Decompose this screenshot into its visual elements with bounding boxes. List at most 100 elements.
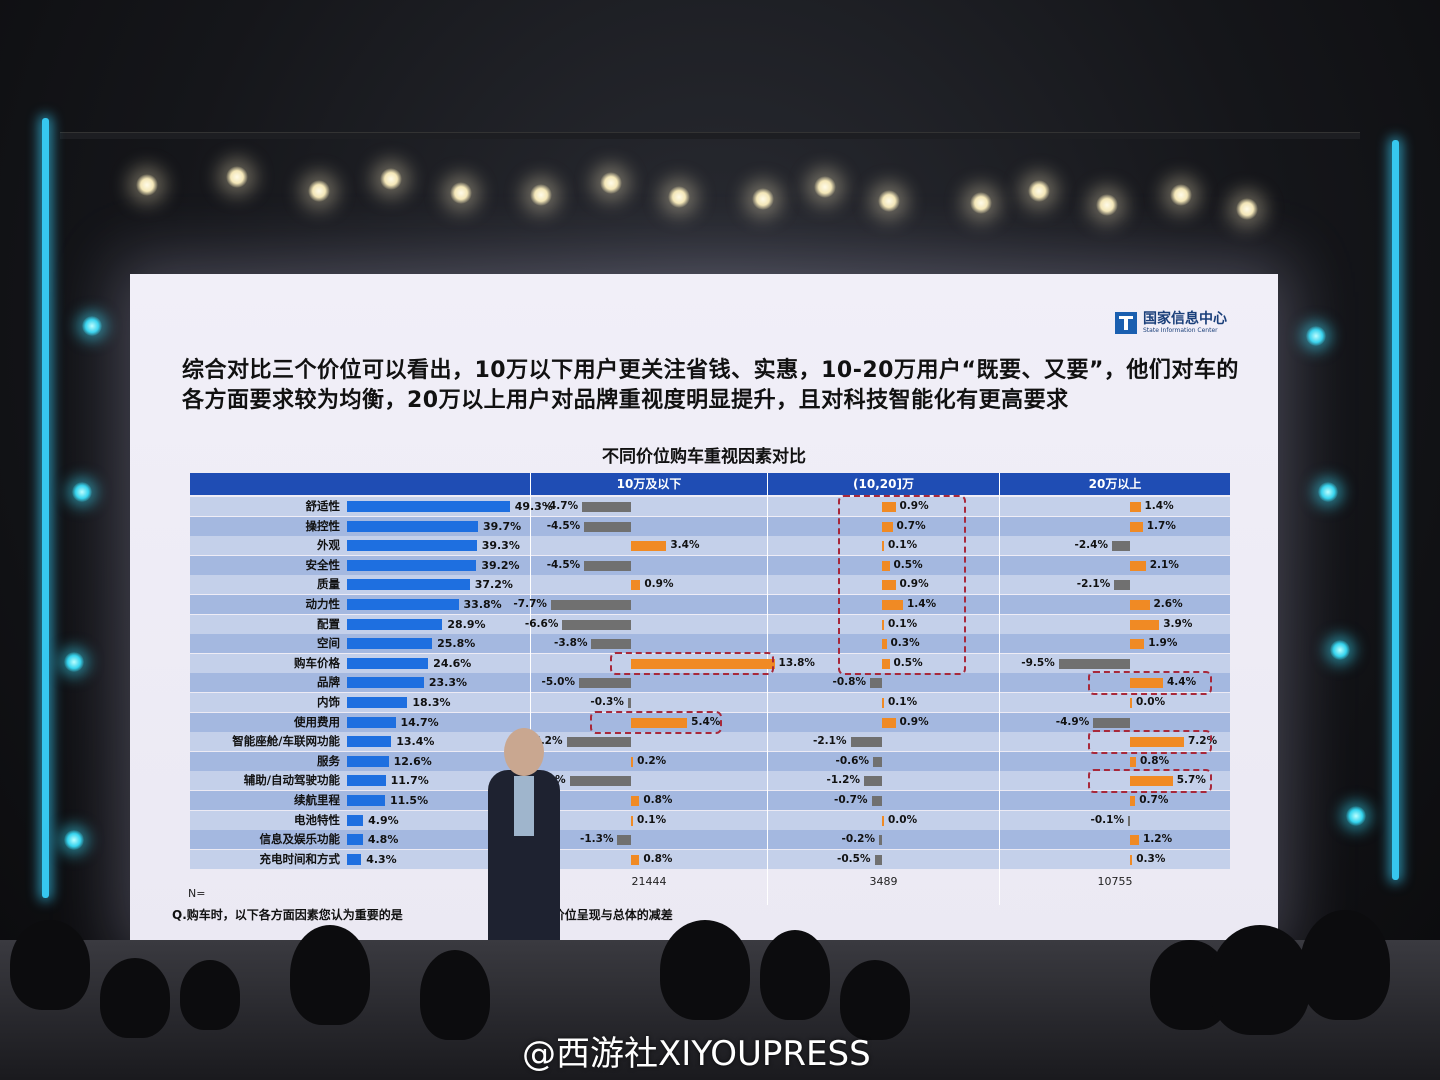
total-bar xyxy=(347,736,392,748)
category-label: 动力性 xyxy=(305,597,341,611)
chart-title: 不同价位购车重视因素对比 xyxy=(602,447,806,467)
header-over-20w: 20万以上 xyxy=(1000,473,1230,495)
stage-light-ring xyxy=(72,482,92,502)
negative-diff-bar xyxy=(591,639,631,650)
diff-value-label: 1.2% xyxy=(1143,833,1173,846)
total-value-label: 4.3% xyxy=(366,852,397,866)
left-led-strip xyxy=(42,118,49,898)
total-value-label: 39.2% xyxy=(481,558,520,572)
negative-diff-bar xyxy=(871,796,882,806)
positive-diff-bar xyxy=(882,658,890,669)
highlight-box xyxy=(590,710,722,735)
positive-diff-bar xyxy=(1130,560,1146,571)
audience-head xyxy=(100,958,170,1038)
diff-value-label: 0.9% xyxy=(899,715,929,728)
stage-light-ring xyxy=(64,652,84,672)
header-under-10w: 10万及以下 xyxy=(531,473,767,495)
diff-value-label: 1.7% xyxy=(1146,519,1176,532)
n-count-under-10w: 21444 xyxy=(631,875,667,888)
negative-diff-bar xyxy=(584,521,631,532)
total-bar xyxy=(347,755,389,767)
audience-head xyxy=(660,920,750,1020)
positive-diff-bar xyxy=(882,560,890,571)
table-row xyxy=(190,712,1230,732)
highlight-box xyxy=(1088,730,1212,754)
total-value-label: 18.3% xyxy=(412,696,451,709)
diff-value-label: 7.2% xyxy=(1188,735,1218,748)
diff-value-label: -3.8% xyxy=(553,637,588,650)
speaker-shirt xyxy=(514,776,534,836)
header-10-20w: (10,20]万 xyxy=(768,473,999,495)
diff-value-label: -2.1% xyxy=(813,735,847,748)
category-label: 充电时间和方式 xyxy=(259,851,341,866)
table-row xyxy=(190,497,1230,516)
negative-diff-bar xyxy=(1128,815,1130,826)
total-value-label: 12.6% xyxy=(393,754,432,768)
highlight-box xyxy=(1088,769,1212,793)
diff-value-label: -2.4% xyxy=(1074,539,1108,552)
positive-diff-bar xyxy=(882,619,884,630)
positive-diff-bar xyxy=(1130,737,1184,748)
diff-value-label: -0.6% xyxy=(835,754,869,767)
positive-diff-bar xyxy=(882,600,903,610)
table-row xyxy=(190,595,1230,614)
diff-value-label: 0.8% xyxy=(643,852,673,865)
table-row xyxy=(190,810,1230,830)
diff-value-label: 3.9% xyxy=(1163,617,1193,630)
positive-diff-bar xyxy=(1130,796,1136,806)
table-row xyxy=(190,555,1230,575)
diff-value-label: 2.6% xyxy=(1153,598,1183,610)
total-value-label: 25.8% xyxy=(437,637,476,651)
total-value-label: 23.3% xyxy=(428,676,468,690)
total-bar xyxy=(347,501,510,512)
spotlight xyxy=(1170,184,1192,206)
n-count-10-20w: 3489 xyxy=(869,875,898,888)
total-bar xyxy=(347,716,396,728)
total-bar xyxy=(347,520,478,532)
positive-diff-bar xyxy=(631,796,640,806)
total-bar xyxy=(347,657,429,669)
header-total xyxy=(190,473,530,495)
positive-diff-bar xyxy=(882,580,896,591)
diff-value-label: 13.8% xyxy=(778,656,815,669)
negative-diff-bar xyxy=(1112,541,1130,552)
total-value-label: 4.8% xyxy=(367,833,399,847)
spotlight xyxy=(668,186,690,208)
weibo-watermark: @西游社XIYOUPRESS xyxy=(522,1034,871,1074)
diff-value-label: 0.3% xyxy=(1136,852,1166,865)
total-value-label: 11.5% xyxy=(389,794,429,807)
positive-diff-bar xyxy=(631,658,775,669)
negative-diff-bar xyxy=(874,854,882,865)
diff-value-label: 0.9% xyxy=(899,578,929,591)
spotlight xyxy=(380,168,402,190)
highlight-box xyxy=(610,651,774,676)
category-label: 购车价格 xyxy=(294,655,340,670)
diff-value-label: -5.0% xyxy=(541,676,575,689)
category-label: 辅助/自动驾驶功能 xyxy=(243,773,340,788)
positive-diff-bar xyxy=(631,580,641,591)
diff-value-label: -0.7% xyxy=(834,794,868,806)
n-label: N= xyxy=(188,887,206,900)
diff-value-label: -1.3% xyxy=(579,833,614,846)
total-bar xyxy=(347,814,364,826)
category-label: 信息及娱乐功能 xyxy=(259,832,341,847)
total-bar xyxy=(347,775,386,787)
highlight-box xyxy=(838,495,966,676)
diff-value-label: -4.5% xyxy=(546,519,581,532)
audience-head xyxy=(290,925,370,1025)
sic-logo-icon xyxy=(1115,312,1137,334)
total-bar xyxy=(347,834,363,846)
n-count-over-20w: 10755 xyxy=(1097,875,1133,888)
positive-diff-bar xyxy=(882,541,884,552)
total-bar xyxy=(347,559,477,571)
negative-diff-bar xyxy=(579,678,631,689)
positive-diff-bar xyxy=(631,541,667,552)
negative-diff-bar xyxy=(550,600,631,610)
total-value-label: 4.9% xyxy=(368,813,399,827)
spotlight xyxy=(878,190,900,212)
positive-diff-bar xyxy=(1130,678,1163,689)
category-label: 配置 xyxy=(317,616,340,631)
table-row xyxy=(190,634,1230,654)
right-led-strip xyxy=(1392,140,1399,880)
diff-value-label: 4.4% xyxy=(1167,676,1197,689)
